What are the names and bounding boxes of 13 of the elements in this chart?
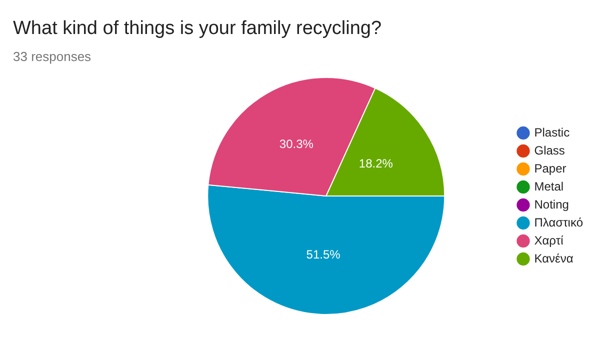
legend-label: Metal (534, 179, 564, 194)
legend-label: Plastic (534, 125, 570, 140)
data-label: 51.5% (306, 247, 341, 262)
legend-label: Πλαστικό (534, 215, 584, 230)
legend-label: Paper (534, 161, 566, 176)
text: 33 responses (13, 49, 92, 64)
data-label: 30.3% (279, 137, 314, 152)
chart-title: What kind of things is your family recycling? (13, 18, 382, 40)
legend-label: Χαρτί (534, 233, 564, 248)
data-label: 18.2% (358, 156, 394, 170)
legend-label: Glass (534, 143, 565, 158)
legend-label: Κανένα (534, 251, 574, 266)
legend-label: Noting (534, 197, 569, 212)
